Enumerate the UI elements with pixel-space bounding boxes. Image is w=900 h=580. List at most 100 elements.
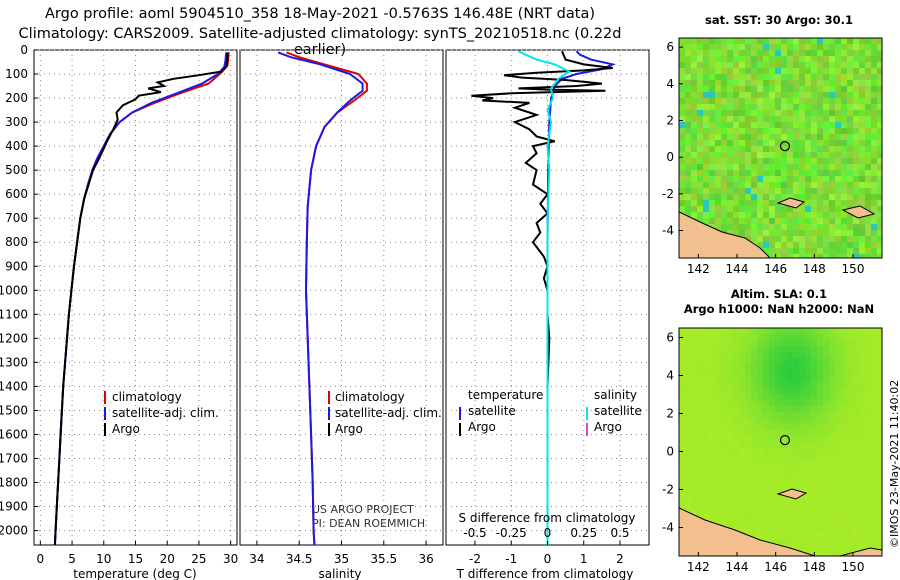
map-cell	[835, 116, 841, 122]
map-cell	[721, 152, 727, 158]
map-cell	[853, 376, 859, 382]
map-cell	[709, 346, 715, 352]
map-cell	[715, 134, 721, 140]
map-cell	[877, 128, 882, 134]
map-cell	[859, 122, 865, 128]
map-cell	[853, 364, 859, 370]
map-cell	[859, 68, 865, 74]
map-cell	[865, 346, 871, 352]
map-cell	[703, 158, 709, 164]
map-cell	[865, 242, 871, 248]
map-cell	[817, 206, 823, 212]
map-cell	[853, 122, 859, 128]
map-cell	[709, 80, 715, 86]
map-cell	[721, 116, 727, 122]
map-cell	[679, 340, 685, 346]
map-cell	[829, 478, 835, 484]
map-cell	[787, 194, 793, 200]
map-cell	[727, 98, 733, 104]
map-cell	[703, 56, 709, 62]
map-cell	[757, 50, 763, 56]
map-cell	[691, 496, 697, 502]
map-cell	[805, 364, 811, 370]
map-cell	[823, 110, 829, 116]
map-cell	[685, 430, 691, 436]
map-cell	[775, 224, 781, 230]
map-cell	[715, 484, 721, 490]
map-cell	[679, 328, 685, 334]
map-lat-tick-label: -2	[662, 187, 674, 201]
map-cell	[805, 382, 811, 388]
map-cell	[691, 104, 697, 110]
map-cell	[757, 206, 763, 212]
map-cell	[751, 508, 757, 514]
depth-tick-label: 1200	[0, 331, 28, 345]
map-cell	[865, 454, 871, 460]
map-cell	[769, 176, 775, 182]
map-cell	[769, 370, 775, 376]
map-cell	[691, 182, 697, 188]
map-cell	[697, 484, 703, 490]
map-cell	[751, 496, 757, 502]
map-cell	[721, 188, 727, 194]
map-cell	[757, 388, 763, 394]
map-cell	[871, 182, 877, 188]
map-cell	[727, 44, 733, 50]
map-cell	[835, 334, 841, 340]
map-cell	[805, 104, 811, 110]
map-cell	[793, 92, 799, 98]
map-cell	[835, 436, 841, 442]
map-cell	[751, 80, 757, 86]
map-cell	[877, 520, 882, 526]
map-cell	[781, 328, 787, 334]
map-cell	[847, 370, 853, 376]
map-cell	[751, 116, 757, 122]
map-cell	[733, 170, 739, 176]
map-cell	[679, 418, 685, 424]
map-cell	[877, 544, 882, 550]
map-cell	[823, 188, 829, 194]
map-cell	[709, 490, 715, 496]
map-cell	[793, 424, 799, 430]
map-cell	[817, 394, 823, 400]
map-cell	[865, 538, 871, 544]
map-cell	[727, 448, 733, 454]
map-cell	[799, 176, 805, 182]
map-cell	[847, 86, 853, 92]
map-cell	[835, 376, 841, 382]
map-cell	[865, 134, 871, 140]
map-cell	[817, 520, 823, 526]
map-cell	[757, 436, 763, 442]
map-cell	[763, 400, 769, 406]
map-cell	[709, 92, 715, 98]
map-cell	[679, 478, 685, 484]
map-cell	[781, 128, 787, 134]
map-cell	[811, 110, 817, 116]
map-cell	[691, 50, 697, 56]
map-cell	[769, 520, 775, 526]
map-cell	[853, 352, 859, 358]
map-cell	[805, 454, 811, 460]
map-cell	[853, 430, 859, 436]
map-cell	[799, 194, 805, 200]
map-cell	[745, 146, 751, 152]
map-cell	[685, 152, 691, 158]
map-cell	[871, 86, 877, 92]
map-cell	[739, 92, 745, 98]
map-cell	[781, 122, 787, 128]
map-cell	[733, 176, 739, 182]
map-cell	[745, 182, 751, 188]
map-cell	[835, 164, 841, 170]
map-cell	[805, 80, 811, 86]
map-cell	[691, 200, 697, 206]
map-cell	[799, 56, 805, 62]
map-cell	[865, 236, 871, 242]
map-cell	[733, 412, 739, 418]
map-cell	[805, 242, 811, 248]
map-cell	[829, 400, 835, 406]
map-cell	[775, 254, 781, 258]
map-cell	[721, 56, 727, 62]
map-cell	[823, 454, 829, 460]
map-cell	[703, 86, 709, 92]
